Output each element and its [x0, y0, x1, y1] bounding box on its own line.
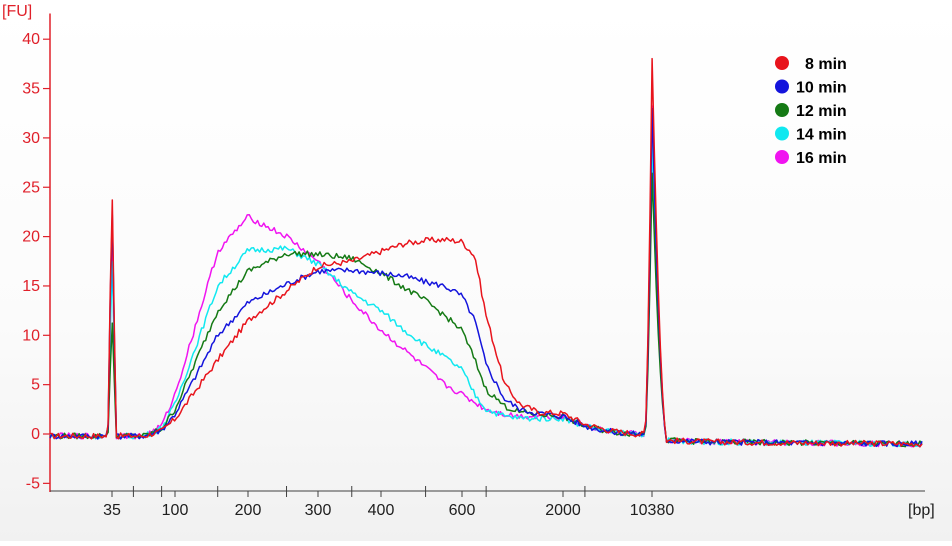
- trace-14-min: [49, 138, 923, 448]
- legend-swatch: [775, 79, 789, 94]
- y-tick-label: 0: [31, 426, 40, 443]
- legend-swatch: [775, 56, 789, 70]
- x-tick-label: 400: [368, 502, 395, 519]
- y-tick-label: 35: [22, 81, 40, 98]
- y-tick-label: 20: [22, 229, 40, 246]
- legend-swatch: [775, 150, 789, 164]
- trace-8-min: [49, 57, 923, 448]
- y-tick-label: 10: [22, 327, 40, 344]
- x-tick-label: 2000: [545, 502, 581, 519]
- x-axis-label: [bp]: [908, 502, 935, 519]
- x-tick-label: 200: [235, 502, 262, 519]
- x-tick-label: 600: [449, 502, 476, 519]
- y-tick-label: -5: [26, 475, 40, 492]
- x-tick-label: 10380: [630, 502, 675, 519]
- trace-12-min: [49, 172, 923, 448]
- x-tick-label: 35: [103, 502, 121, 519]
- legend-label: 14 min: [796, 127, 847, 144]
- legend-swatch: [775, 103, 789, 117]
- x-tick-label: 300: [305, 502, 332, 519]
- y-tick-label: 40: [22, 31, 40, 48]
- y-tick-label: 25: [22, 179, 40, 196]
- legend-label: 10 min: [796, 80, 847, 97]
- legend-label: 16 min: [796, 150, 847, 167]
- legend-label: 8 min: [805, 56, 847, 73]
- trace-10-min: [49, 107, 923, 448]
- legend-swatch: [775, 126, 789, 141]
- y-tick-label: 30: [22, 130, 40, 147]
- y-tick-label: 15: [22, 278, 40, 295]
- legend-label: 12 min: [796, 103, 847, 120]
- y-axis-label: [FU]: [2, 3, 32, 20]
- y-tick-label: 5: [31, 377, 40, 394]
- x-tick-label: 100: [162, 502, 189, 519]
